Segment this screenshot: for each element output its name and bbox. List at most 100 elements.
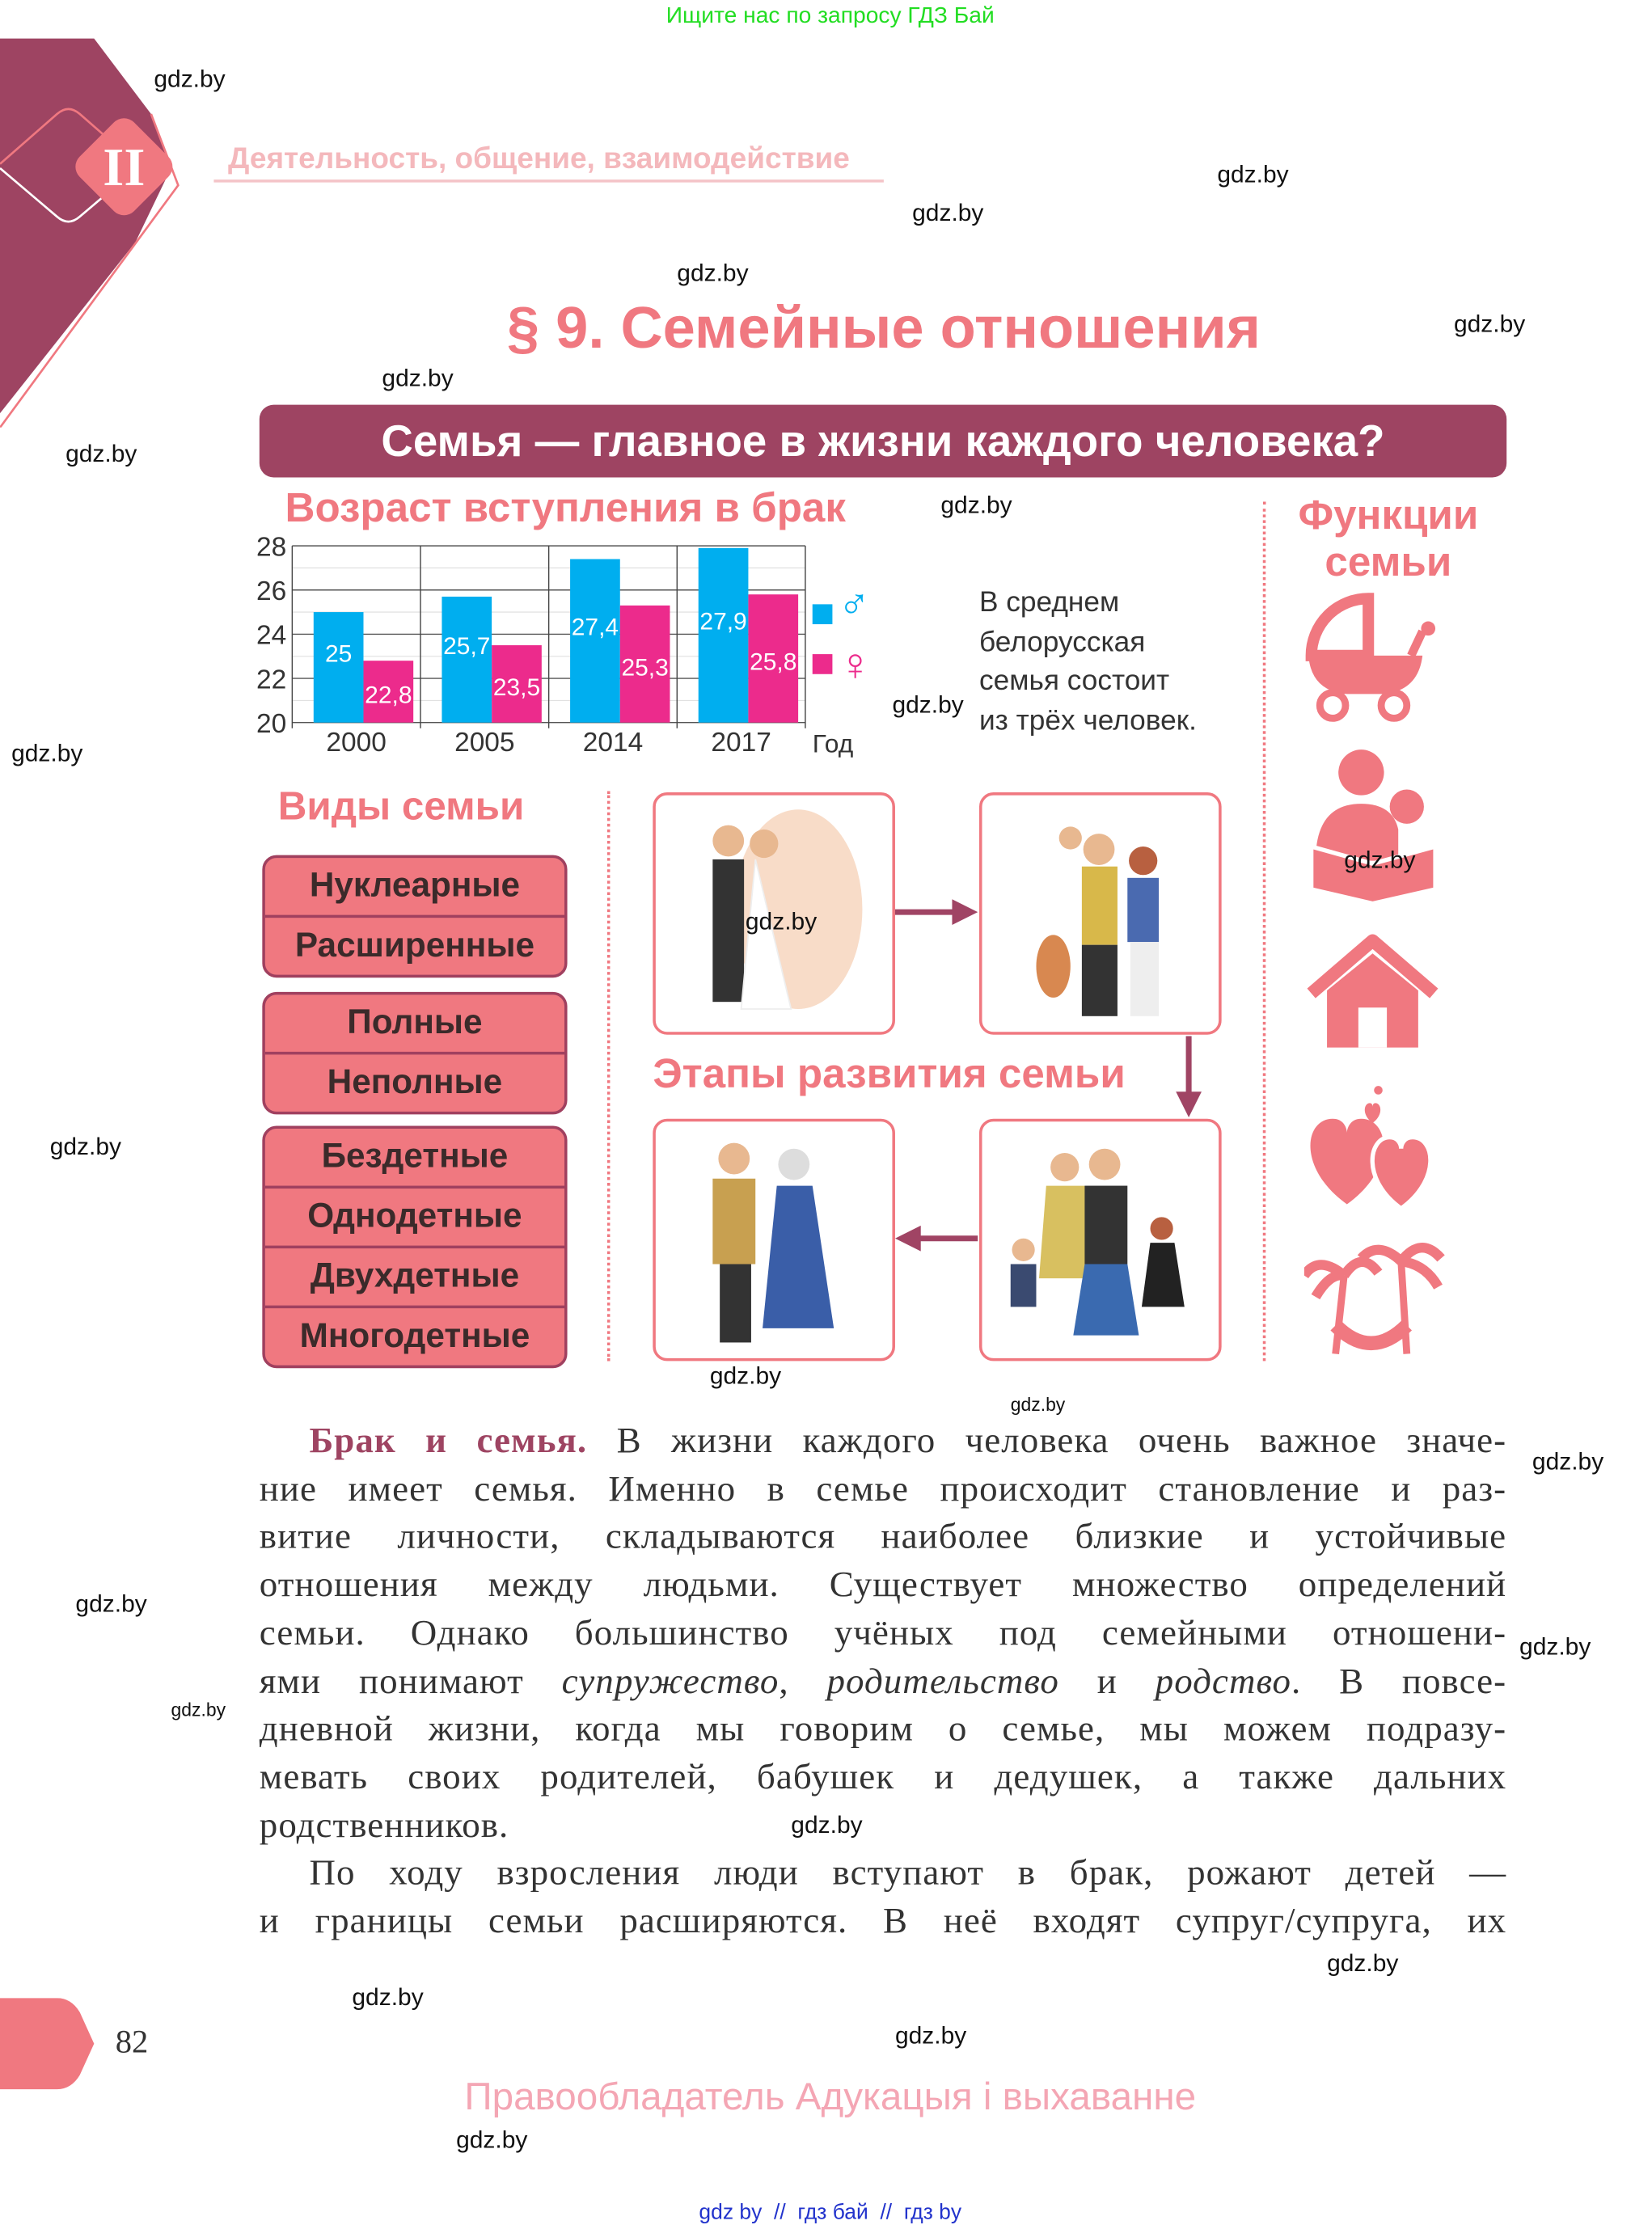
palm-hammock-icon <box>1303 1243 1445 1355</box>
family-type: Бездетные <box>264 1129 565 1189</box>
text-segment: , <box>779 1659 827 1701</box>
text-segment: В жизни каждого человека очень важное зн… <box>587 1419 1507 1461</box>
watermark: gdz.by <box>1532 1447 1604 1476</box>
bottom-links[interactable]: gdz by // гдз бай // гдз by <box>699 2200 962 2225</box>
emphasis-term: родство <box>1155 1659 1291 1701</box>
family-types-title: Виды семьи <box>277 783 525 829</box>
data-label: 23,5 <box>493 674 540 701</box>
stroller-icon <box>1305 593 1436 722</box>
male-icon: ♂ <box>838 581 871 629</box>
text-segment: . В повсе- <box>1291 1659 1507 1701</box>
watermark: gdz.by <box>1217 161 1289 188</box>
family-type: Нуклеарные <box>264 858 565 918</box>
x-tick-label: 2014 <box>583 728 644 758</box>
text-segment: дневной жизни, когда мы говорим о семье,… <box>259 1708 1507 1750</box>
text-line: мевать своих родителей, бабушек и дедуше… <box>260 1755 1506 1796</box>
x-axis-label: Год <box>813 729 854 758</box>
watermark: gdz.by <box>892 690 964 719</box>
functions-title: Функции семьи <box>1298 492 1479 586</box>
watermark: gdz.by <box>677 259 749 287</box>
bar-female <box>748 594 799 723</box>
house-icon <box>1307 934 1439 1048</box>
reading-parent-child-icon <box>1309 749 1438 904</box>
search-hint-banner: Ищите нас по запросу ГДЗ Бай <box>665 4 995 29</box>
text-segment: витие личности, складываются наиболее бл… <box>259 1515 1507 1557</box>
watermark: gdz.by <box>791 1811 863 1839</box>
divider <box>1262 501 1266 1362</box>
chapter-underline <box>213 179 884 183</box>
y-tick-label: 26 <box>256 576 286 606</box>
text-line: ями понимают супружество, родительство и… <box>260 1660 1506 1701</box>
watermark: gdz.by <box>1519 1633 1591 1661</box>
copyright-footer: Правообладатель Адукацыя і выхаванне <box>464 2075 1197 2118</box>
x-tick-label: 2005 <box>454 728 515 758</box>
y-tick-label: 28 <box>256 532 286 562</box>
stage-young-family-illustration <box>978 792 1222 1035</box>
watermark: gdz.by <box>940 492 1012 519</box>
y-tick-label: 20 <box>256 709 286 739</box>
chart-title: Возраст вступления в брак <box>285 486 846 532</box>
chapter-diamond <box>75 118 173 216</box>
family-type: Неполные <box>327 1062 503 1102</box>
text-segment: отношения между людьми. Существует множе… <box>259 1563 1507 1605</box>
chapter-numeral: II <box>103 137 146 199</box>
text-segment: и <box>1058 1659 1156 1701</box>
family-type: Многодетные <box>299 1316 530 1356</box>
stage-wedding-illustration <box>653 792 895 1035</box>
stage-family-with-children-illustration <box>978 1118 1222 1362</box>
watermark: gdz.by <box>1453 310 1526 338</box>
text-line: По ходу взросления люди вступают в брак,… <box>310 1851 1507 1893</box>
average-family-note: В среднем белорусская семья состоит из т… <box>978 587 1197 737</box>
watermark: gdz.by <box>1327 1949 1399 1977</box>
family-type: Двухдетные <box>264 1248 565 1309</box>
data-label: 22,8 <box>365 682 412 709</box>
watermark: gdz.by <box>49 1133 121 1160</box>
bar-male <box>698 547 749 723</box>
family-types-group: Нуклеарные Расширенные <box>262 855 568 978</box>
family-type: Однодетные <box>264 1188 565 1249</box>
stage-elderly-couple-illustration <box>653 1118 895 1362</box>
stages-title: Этапы развития семьи <box>653 1051 1126 1098</box>
text-line: отношения между людьми. Существует множе… <box>260 1564 1506 1605</box>
bar-female <box>492 645 542 723</box>
data-label: 27,9 <box>699 609 746 635</box>
watermark: gdz.by <box>1010 1393 1066 1416</box>
family-type: Полные <box>264 994 565 1055</box>
watermark: gdz.by <box>456 2126 528 2154</box>
watermark: gdz.by <box>171 1699 226 1720</box>
chapter-title: Деятельность, общение, взаимодействие <box>228 142 850 175</box>
section-lead: Брак и семья. <box>309 1419 588 1461</box>
emphasis-term: родительство <box>826 1659 1059 1701</box>
data-label: 25,8 <box>750 649 796 676</box>
chapter-decoration <box>0 38 180 428</box>
page-number: 82 <box>115 2024 149 2060</box>
text-line: витие личности, складываются наиболее бл… <box>260 1515 1506 1556</box>
watermark: gdz.by <box>154 65 226 93</box>
page-number-tab <box>0 1998 95 2090</box>
watermark: gdz.by <box>709 1362 782 1390</box>
watermark: gdz.by <box>1344 847 1416 874</box>
watermark: gdz.by <box>894 2022 967 2050</box>
family-types-group: Полные Неполные <box>262 991 568 1115</box>
data-label: 25,3 <box>621 654 668 681</box>
bar-female <box>619 605 670 723</box>
text-line: и границы семьи расширяются. В неё входя… <box>260 1900 1506 1941</box>
page-title: § 9. Семейные отношения <box>506 294 1261 361</box>
bar-female <box>363 661 414 723</box>
text-line: дневной жизни, когда мы говорим о семье,… <box>260 1708 1506 1749</box>
female-icon: ♀ <box>838 638 872 690</box>
x-tick-label: 2017 <box>711 728 771 758</box>
watermark: gdz.by <box>75 1590 147 1618</box>
bar-male <box>442 596 492 723</box>
watermark: gdz.by <box>65 440 137 468</box>
data-label: 25,7 <box>443 633 490 660</box>
text-segment: родственников. <box>259 1803 509 1845</box>
y-tick-label: 24 <box>256 621 286 651</box>
text-line: Брак и семья. В жизни каждого человека о… <box>310 1420 1507 1461</box>
bar-male <box>570 559 620 723</box>
watermark: gdz.by <box>11 739 83 767</box>
legend-male-swatch <box>812 604 833 625</box>
x-tick-label: 2000 <box>326 728 387 758</box>
data-label: 25 <box>325 640 352 667</box>
question-banner: Семья — главное в жизни каждого человека… <box>259 404 1507 478</box>
